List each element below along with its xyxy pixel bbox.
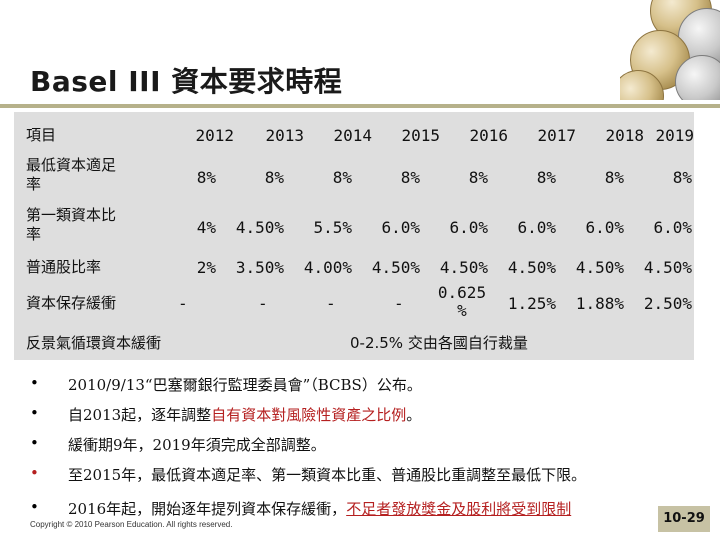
table-cell: 3.50% (235, 258, 284, 277)
table-cell: - (326, 294, 336, 313)
table-cell: 8% (604, 168, 624, 187)
table-cell: 4.50% (507, 258, 556, 277)
table-cell: 4.50% (439, 258, 488, 277)
table-cell: 8% (468, 168, 488, 187)
coin-icon (675, 55, 720, 100)
year-header: 2014 (333, 126, 372, 145)
table-cell: 0.625 % (437, 283, 487, 320)
row-label: 資本保存緩衝 (26, 294, 117, 312)
table-cell: 6.0% (517, 218, 556, 237)
table-cell: 2.50% (643, 294, 692, 313)
year-header: 2012 (195, 126, 234, 145)
year-header: 2015 (401, 126, 440, 145)
capital-requirements-table: 項目 2012 2013 2014 2015 2016 2017 2018 20… (14, 112, 694, 360)
year-header: 2019 (655, 126, 694, 145)
header-label: 項目 (26, 126, 57, 144)
table-cell: 5.5% (313, 218, 352, 237)
year-header: 2016 (469, 126, 508, 145)
table-cell: 8% (672, 168, 692, 187)
table-cell: 6.0% (653, 218, 692, 237)
year-header: 2018 (605, 126, 644, 145)
copyright-notice: Copyright © 2010 Pearson Education. All … (30, 520, 233, 529)
page-number: 10-29 (658, 506, 710, 532)
table-cell: - (258, 294, 268, 313)
row-label: 普通股比率 (26, 258, 102, 276)
table-cell: - (178, 294, 188, 313)
table-cell: 2% (196, 258, 216, 277)
discretion-note: 0-2.5% 交由各國自行裁量 (350, 334, 528, 352)
table-cell: 4.50% (643, 258, 692, 277)
table-cell: 8% (400, 168, 420, 187)
title-divider (0, 104, 720, 108)
row-label: 最低資本適足 率 (26, 156, 117, 193)
table-cell: 6.0% (585, 218, 624, 237)
slide-title: Basel III 資本要求時程 (30, 65, 343, 98)
year-header: 2013 (265, 126, 304, 145)
row-label: 第一類資本比 率 (26, 206, 117, 243)
coin-stack-image (620, 0, 720, 100)
table-cell: 1.88% (575, 294, 624, 313)
table-cell: 4.50% (575, 258, 624, 277)
table-cell: 8% (536, 168, 556, 187)
table-cell: - (394, 294, 404, 313)
year-header: 2017 (537, 126, 576, 145)
table-cell: 1.25% (507, 294, 556, 313)
table-cell: 8% (196, 168, 216, 187)
row-label: 反景氣循環資本緩衝 (26, 334, 162, 352)
table-cell: 4% (196, 218, 216, 237)
table-cell: 6.0% (381, 218, 420, 237)
table-cell: 4.50% (371, 258, 420, 277)
table-cell: 8% (264, 168, 284, 187)
table-cell: 4.00% (303, 258, 352, 277)
table-cell: 8% (332, 168, 352, 187)
table-cell: 6.0% (449, 218, 488, 237)
table-cell: 4.50% (235, 218, 284, 237)
